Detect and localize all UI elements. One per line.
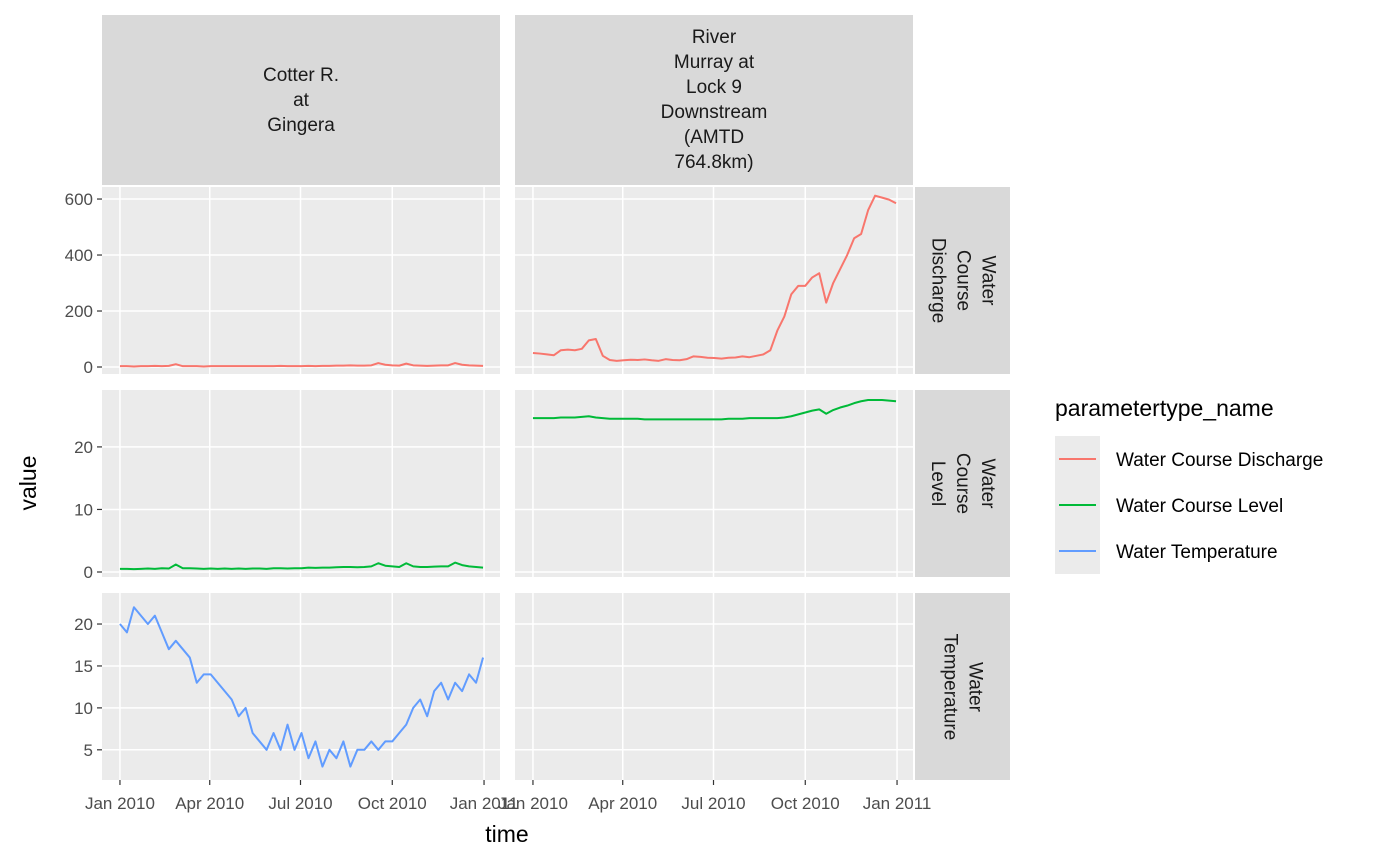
y-tick-label: 600	[65, 190, 93, 209]
column-strip-text: Cotter R. at Gingera	[262, 64, 340, 136]
data-line	[119, 561, 484, 571]
x-tick-label: Jul 2010	[681, 794, 745, 813]
x-tick-label: Jul 2010	[268, 794, 332, 813]
y-axis-title: value	[15, 456, 41, 511]
x-tick-label: Apr 2010	[588, 794, 657, 813]
y-tick-label: 0	[84, 563, 93, 582]
x-tick-label: Jan 2010	[85, 794, 155, 813]
y-tick-label: 5	[84, 741, 93, 760]
data-line	[532, 399, 897, 421]
row-strip: Water Course Discharge	[915, 187, 1010, 374]
y-tick-label: 200	[65, 302, 93, 321]
x-axis-title: time	[485, 821, 528, 847]
data-line	[532, 194, 897, 362]
row-strip-text: Water Temperature	[939, 633, 986, 740]
x-tick-label: Jan 2011	[863, 794, 932, 813]
legend-title: parametertype_name	[1055, 395, 1274, 421]
x-tick-label: Oct 2010	[771, 794, 840, 813]
x-tick-label: Jan 2010	[498, 794, 568, 813]
y-tick-label: 0	[84, 358, 93, 377]
row-strip: Water Course Level	[915, 390, 1010, 577]
data-line	[119, 362, 484, 368]
x-tick-label: Apr 2010	[175, 794, 244, 813]
x-tick-label: Oct 2010	[358, 794, 427, 813]
row-strip-text: Water Course Level	[927, 452, 998, 515]
legend-label: Water Course Level	[1116, 496, 1283, 517]
y-tick-label: 400	[65, 246, 93, 265]
column-strip: Cotter R. at Gingera	[102, 15, 500, 185]
legend-label: Water Temperature	[1116, 542, 1278, 563]
row-strip-text: Water Course Discharge	[926, 237, 998, 324]
column-strip: River Murray at Lock 9 Downstream (AMTD …	[515, 15, 913, 185]
row-strip: Water Temperature	[915, 593, 1010, 780]
data-line	[119, 606, 485, 768]
legend-label: Water Course Discharge	[1116, 450, 1323, 471]
y-tick-label: 20	[74, 615, 93, 634]
x-tick-label: Jan 2011	[450, 794, 519, 813]
y-tick-label: 20	[74, 438, 93, 457]
y-tick-label: 10	[74, 500, 93, 519]
y-tick-label: 10	[74, 699, 93, 718]
column-strip-text: River Murray at Lock 9 Downstream (AMTD …	[660, 27, 768, 173]
y-tick-label: 15	[74, 657, 93, 676]
